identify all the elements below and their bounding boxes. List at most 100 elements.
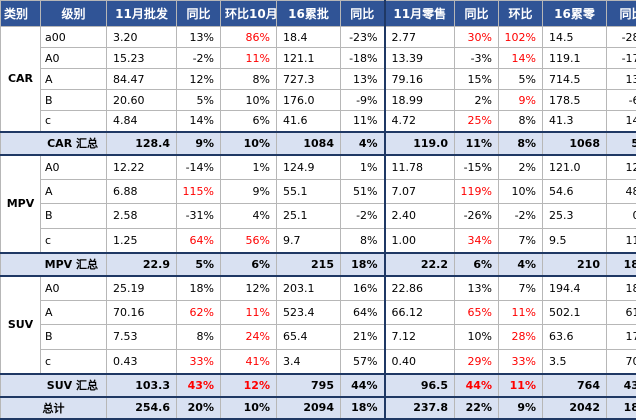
pct-cell: 11% [455,132,499,155]
value-cell: 65.4 [277,325,341,350]
value-cell: 7.53 [107,325,177,350]
pct-cell: 70% [607,349,636,374]
pct-cell: 9% [499,397,543,419]
value-cell: 4.84 [107,111,177,132]
total-label: 总计 [1,397,107,419]
value-cell: 714.5 [543,69,607,90]
value-cell: 18.4 [277,27,341,48]
pct-cell: -2% [499,204,543,229]
value-cell: 3.5 [543,349,607,374]
pct-cell: 6% [221,253,277,276]
pct-cell: 5% [607,132,636,155]
level-cell: A [41,300,107,325]
value-cell: 203.1 [277,276,341,301]
value-cell: 22.2 [385,253,455,276]
pct-cell: 10% [499,179,543,204]
value-cell: 18.99 [385,90,455,111]
pct-cell: -3% [455,48,499,69]
pct-cell: 10% [455,325,499,350]
pct-cell: 65% [455,300,499,325]
value-cell: 13.39 [385,48,455,69]
header-cell: 16累批 [277,1,341,27]
category-cell: SUV [1,276,41,374]
pct-cell: 115% [177,179,221,204]
header-cell: 环比 [499,1,543,27]
pct-cell: 61% [607,300,636,325]
table-row: B20.605%10%176.0-9%18.992%9%178.5-6% [1,90,636,111]
pct-cell: 43% [177,374,221,397]
value-cell: 0.43 [107,349,177,374]
value-cell: 15.23 [107,48,177,69]
pct-cell: 14% [177,111,221,132]
level-cell: A0 [41,48,107,69]
level-cell: A0 [41,276,107,301]
value-cell: 25.19 [107,276,177,301]
header-cell: 同比 [341,1,385,27]
level-cell: B [41,325,107,350]
pct-cell: 4% [341,132,385,155]
pct-cell: 14% [607,111,636,132]
value-cell: 11.78 [385,155,455,180]
value-cell: 20.60 [107,90,177,111]
header-cell: 16累零 [543,1,607,27]
value-cell: 1.25 [107,228,177,253]
value-cell: 84.47 [107,69,177,90]
pct-cell: 22% [455,397,499,419]
pct-cell: 21% [341,325,385,350]
pct-cell: 2% [455,90,499,111]
pct-cell: 34% [455,228,499,253]
pct-cell: 20% [177,397,221,419]
pct-cell: 6% [221,111,277,132]
value-cell: 1084 [277,132,341,155]
pct-cell: -31% [177,204,221,229]
value-cell: 70.16 [107,300,177,325]
pct-cell: 0% [607,204,636,229]
value-cell: 764 [543,374,607,397]
pct-cell: 12% [221,374,277,397]
value-cell: 55.1 [277,179,341,204]
pct-cell: 4% [499,253,543,276]
value-cell: 14.5 [543,27,607,48]
pct-cell: 10% [221,132,277,155]
pct-cell: 25% [455,111,499,132]
pct-cell: 30% [455,27,499,48]
pct-cell: 6% [455,253,499,276]
pct-cell: 5% [177,253,221,276]
pct-cell: 11% [499,300,543,325]
pct-cell: 5% [499,69,543,90]
pct-cell: 12% [177,69,221,90]
value-cell: 210 [543,253,607,276]
pct-cell: 48% [607,179,636,204]
value-cell: 2094 [277,397,341,419]
pct-cell: 12% [607,155,636,180]
subtotal-label: MPV 汇总 [1,253,107,276]
pct-cell: 57% [341,349,385,374]
level-cell: A0 [41,155,107,180]
pct-cell: -17% [607,48,636,69]
value-cell: 178.5 [543,90,607,111]
category-cell: CAR [1,27,41,132]
pct-cell: 8% [341,228,385,253]
value-cell: 2.40 [385,204,455,229]
pct-cell: 33% [499,349,543,374]
value-cell: 96.5 [385,374,455,397]
pct-cell: 11% [499,374,543,397]
value-cell: 66.12 [385,300,455,325]
value-cell: 523.4 [277,300,341,325]
pct-cell: 2% [499,155,543,180]
pct-cell: 18% [607,397,636,419]
pct-cell: 8% [177,325,221,350]
pct-cell: 8% [499,132,543,155]
pct-cell: 10% [221,397,277,419]
value-cell: 121.0 [543,155,607,180]
pct-cell: -9% [341,90,385,111]
value-cell: 124.9 [277,155,341,180]
